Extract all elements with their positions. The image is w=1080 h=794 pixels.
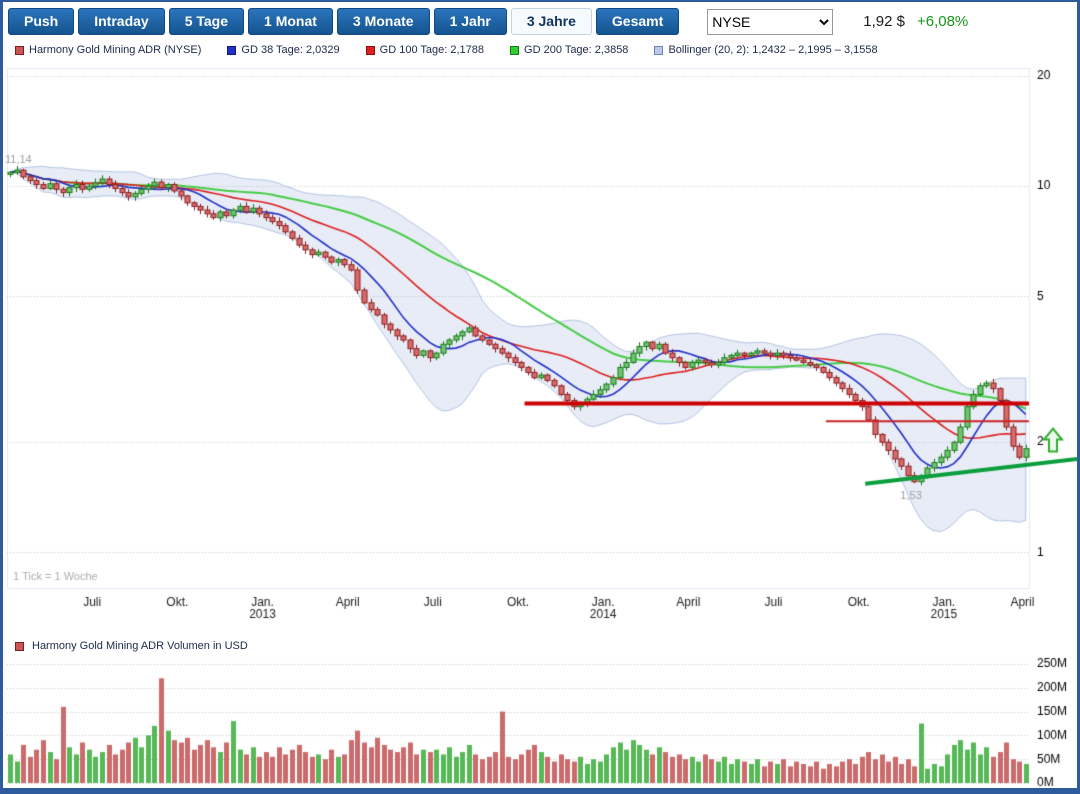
- range-button-1-jahr[interactable]: 1 Jahr: [433, 8, 507, 35]
- legend-item-2: GD 100 Tage: 2,1788: [365, 44, 485, 56]
- legend-label-1: GD 38 Tage: 2,0329: [241, 44, 340, 56]
- legend-item-3: GD 200 Tage: 2,3858: [510, 44, 628, 56]
- range-button-group: Push Intraday 5 Tage 1 Monat 3 Monate 1 Jahr 3…: [8, 8, 680, 35]
- quote: 1,92 $ +6,08%: [863, 13, 968, 30]
- range-button-gesamt[interactable]: Gesamt: [595, 8, 680, 35]
- quote-price: 1,92 $: [863, 13, 905, 30]
- volume-chart-legend: Harmony Gold Mining ADR Volumen in USD: [3, 632, 1077, 656]
- legend-swatch-0: [15, 45, 24, 55]
- legend-label-3: GD 200 Tage: 2,3858: [524, 44, 629, 56]
- volume-legend-label: Harmony Gold Mining ADR Volumen in USD: [32, 640, 248, 652]
- range-button-5-tage[interactable]: 5 Tage: [168, 8, 245, 35]
- quote-change: +6,08%: [916, 13, 969, 30]
- exchange-select[interactable]: NYSE: [707, 8, 834, 35]
- legend-item-1: GD 38 Tage: 2,0329: [227, 44, 340, 56]
- legend-swatch-3: [510, 45, 520, 55]
- volume-legend-swatch: [15, 641, 24, 651]
- range-button-push[interactable]: Push: [8, 8, 75, 35]
- legend-label-0: Harmony Gold Mining ADR (NYSE): [29, 44, 202, 56]
- range-button-3-jahre[interactable]: 3 Jahre: [510, 8, 592, 35]
- volume-chart-canvas: [3, 656, 1077, 788]
- legend-swatch-2: [365, 45, 375, 55]
- range-button-1-monat[interactable]: 1 Monat: [248, 8, 333, 35]
- range-button-3-monate[interactable]: 3 Monate: [336, 8, 430, 35]
- legend-swatch-4: [654, 45, 664, 55]
- legend-label-2: GD 100 Tage: 2,1788: [379, 44, 485, 56]
- price-chart-legend: Harmony Gold Mining ADR (NYSE) GD 38 Tage…: [3, 38, 1077, 60]
- legend-label-4: Bollinger (20, 2): 1,2432 – 2,1995 – 3,1…: [668, 44, 878, 56]
- legend-swatch-1: [227, 45, 237, 55]
- legend-item-0: Harmony Gold Mining ADR (NYSE): [15, 44, 201, 56]
- toolbar: Push Intraday 5 Tage 1 Monat 3 Monate 1 Jahr 3…: [3, 2, 1077, 38]
- price-chart-canvas[interactable]: [3, 60, 1077, 630]
- range-button-intraday[interactable]: Intraday: [78, 8, 165, 35]
- legend-item-4: Bollinger (20, 2): 1,2432 – 2,1995 – 3,1…: [654, 44, 878, 56]
